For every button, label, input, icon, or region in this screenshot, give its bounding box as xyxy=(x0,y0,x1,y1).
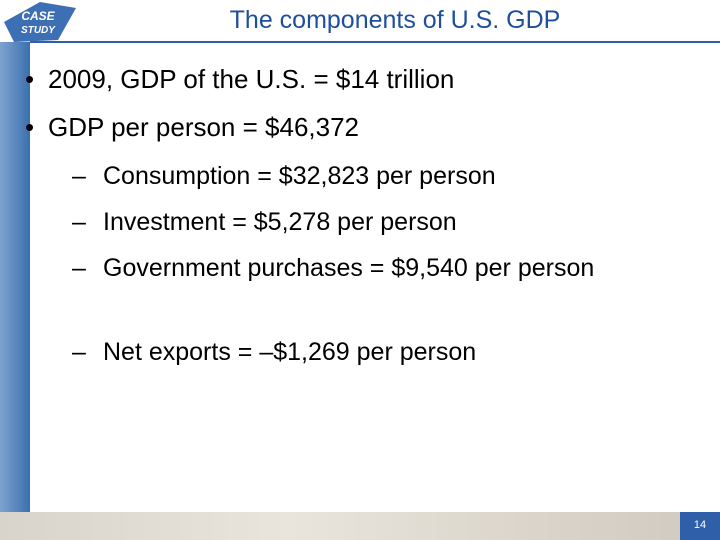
badge-line2: STUDY xyxy=(21,25,56,36)
sub-bullet: Net exports = –$1,269 per person xyxy=(72,333,643,371)
footer-strip xyxy=(0,512,720,540)
bullet: GDP per person = $46,372 xyxy=(25,112,359,143)
title-rule xyxy=(30,41,720,43)
badge-line1: CASE xyxy=(21,9,55,23)
case-study-badge: CASE STUDY xyxy=(4,2,76,42)
sub-bullet: Government purchases = $9,540 per person xyxy=(72,249,633,287)
badge-shape xyxy=(4,2,76,42)
slide-title: The components of U.S. GDP xyxy=(229,6,561,34)
sub-bullet: Investment = $5,278 per person xyxy=(72,203,643,241)
bullet: 2009, GDP of the U.S. = $14 trillion xyxy=(25,64,454,95)
page-number: 14 xyxy=(680,512,720,540)
sub-bullet: Consumption = $32,823 per person xyxy=(72,157,643,195)
